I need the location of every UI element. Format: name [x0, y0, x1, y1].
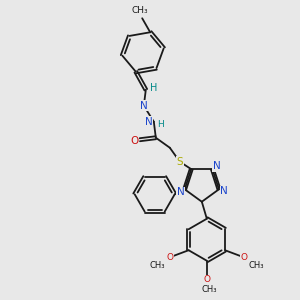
Text: N: N [177, 187, 184, 197]
Text: H: H [150, 83, 158, 93]
Text: N: N [212, 161, 220, 171]
Text: S: S [176, 157, 183, 167]
Text: O: O [131, 136, 139, 146]
Text: CH₃: CH₃ [248, 261, 264, 270]
Text: O: O [203, 275, 210, 284]
Text: CH₃: CH₃ [150, 261, 165, 270]
Text: O: O [241, 253, 248, 262]
Text: CH₃: CH₃ [201, 285, 217, 294]
Text: CH₃: CH₃ [132, 6, 148, 15]
Text: N: N [145, 117, 153, 127]
Text: N: N [220, 186, 228, 196]
Text: N: N [140, 101, 148, 111]
Text: O: O [166, 253, 173, 262]
Text: H: H [158, 120, 164, 129]
